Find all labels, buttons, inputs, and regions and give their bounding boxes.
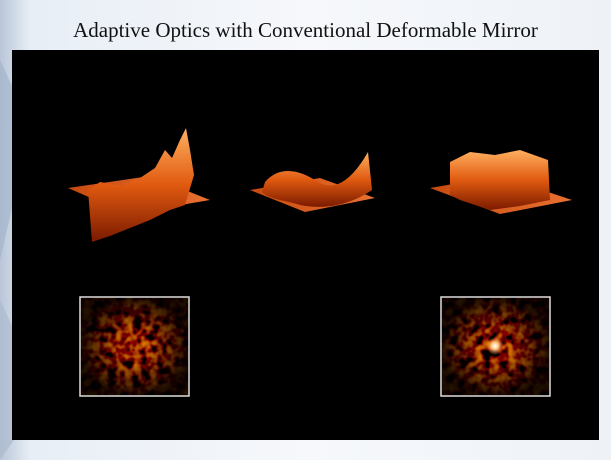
- slide-title: Adaptive Optics with Conventional Deform…: [73, 18, 538, 42]
